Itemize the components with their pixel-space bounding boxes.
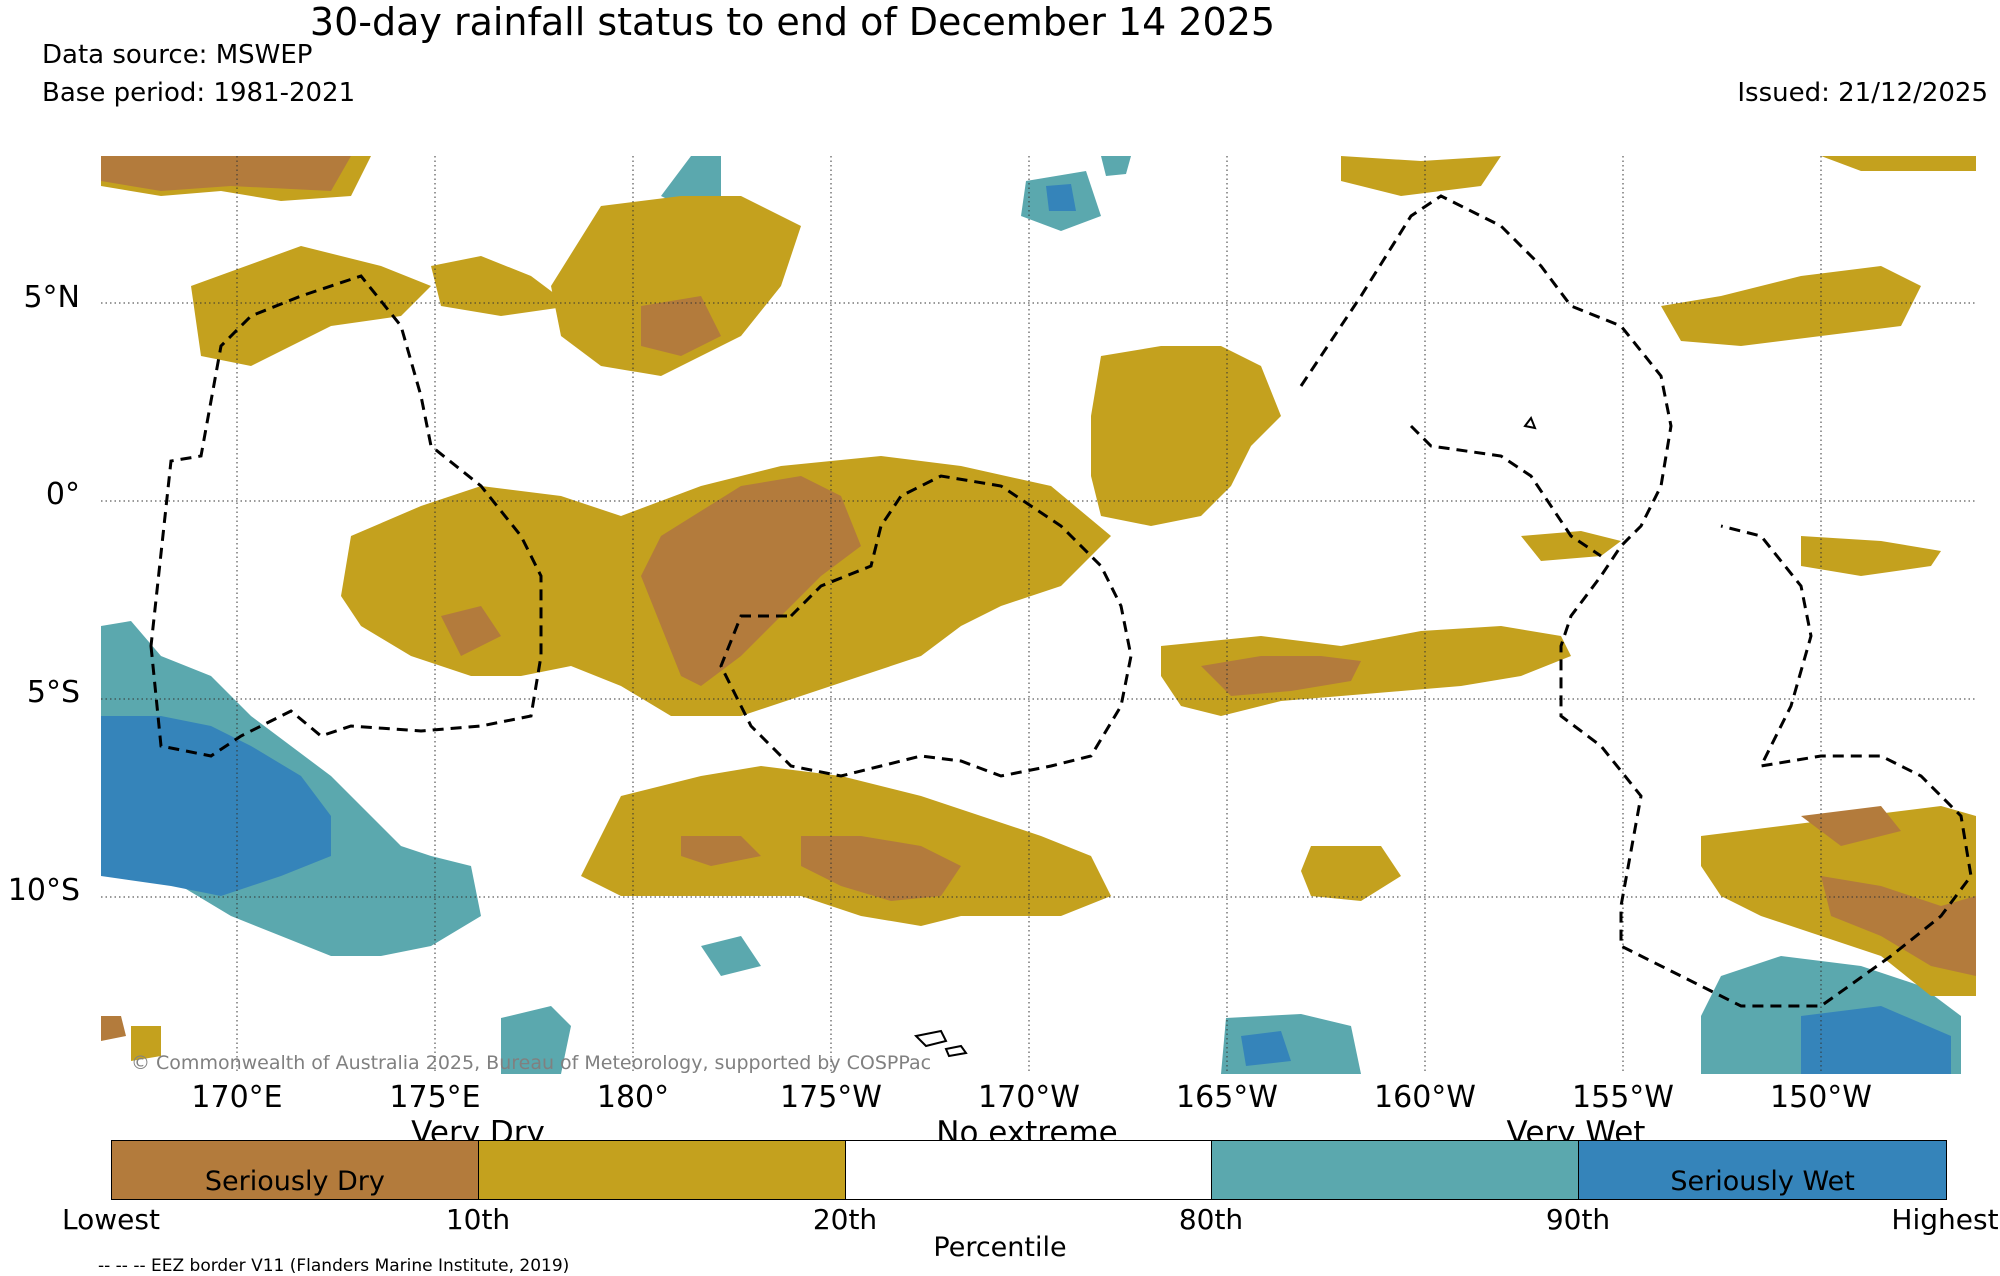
data-source-label: Data source: MSWEP bbox=[42, 40, 313, 70]
seriously-dry-region bbox=[1201, 656, 1361, 696]
lon-label-175e: 175°E bbox=[389, 1080, 481, 1115]
copyright-note: © Commonwealth of Australia 2025, Bureau… bbox=[131, 1052, 932, 1074]
dry-region bbox=[1341, 156, 1501, 196]
seriously-dry-region bbox=[641, 296, 721, 356]
wet-region bbox=[1101, 156, 1131, 176]
seriously-dry-region bbox=[1801, 806, 1901, 846]
seriously-dry-region bbox=[641, 476, 861, 686]
lat-label-10s: 10°S bbox=[7, 873, 80, 908]
island-outlines bbox=[913, 415, 1537, 1058]
colorbar-seriously-wet-label: Seriously Wet bbox=[1670, 1166, 1855, 1197]
seriously-dry-region bbox=[101, 156, 351, 191]
colorbar-segment-seriously-dry: Seriously Dry bbox=[112, 1141, 479, 1199]
wet-region bbox=[661, 156, 721, 206]
lon-label-160w: 160°W bbox=[1374, 1080, 1476, 1115]
lon-label-170e: 170°E bbox=[191, 1080, 283, 1115]
seriously-dry-region bbox=[441, 606, 501, 656]
tick-20th: 20th bbox=[812, 1203, 878, 1236]
lon-label-150w: 150°W bbox=[1770, 1080, 1872, 1115]
map-title: 30-day rainfall status to end of Decembe… bbox=[309, 0, 1276, 44]
seriously-dry-region bbox=[101, 1016, 126, 1041]
colorbar-segment-seriously-wet: Seriously Wet bbox=[1579, 1141, 1946, 1199]
wet-region bbox=[501, 1006, 571, 1074]
wet-region bbox=[701, 936, 761, 976]
dry-region bbox=[431, 256, 571, 316]
colorbar-segment-very-dry bbox=[478, 1141, 846, 1199]
seriously-wet-region bbox=[1241, 1031, 1291, 1066]
graticule bbox=[101, 156, 1976, 1074]
seriously-wet-region bbox=[101, 716, 331, 896]
seriously-wet-region bbox=[1801, 1006, 1951, 1074]
dry-region bbox=[551, 196, 801, 376]
dry-region bbox=[1661, 266, 1921, 346]
seriously-wet-region bbox=[1046, 184, 1076, 211]
lon-label-170w: 170°W bbox=[978, 1080, 1080, 1115]
lon-label-175w: 175°W bbox=[780, 1080, 882, 1115]
lon-label-165w: 165°W bbox=[1176, 1080, 1278, 1115]
colorbar-seriously-dry-label: Seriously Dry bbox=[204, 1166, 385, 1197]
colorbar-segment-no-extreme bbox=[845, 1141, 1213, 1199]
lon-label-155w: 155°W bbox=[1572, 1080, 1674, 1115]
base-period-label: Base period: 1981-2021 bbox=[42, 78, 356, 108]
lat-label-5s: 5°S bbox=[26, 675, 80, 710]
seriously-dry-region bbox=[681, 836, 761, 866]
eez-note: -- -- -- EEZ border V11 (Flanders Marine… bbox=[98, 1256, 570, 1276]
dry-region bbox=[191, 246, 431, 366]
dry-region bbox=[1161, 626, 1571, 716]
lon-label-180: 180° bbox=[596, 1080, 670, 1115]
dry-region bbox=[1821, 156, 1976, 171]
wet-region bbox=[1221, 1014, 1361, 1074]
dry-region bbox=[1801, 536, 1941, 576]
rainfall-map: © Commonwealth of Australia 2025, Bureau… bbox=[101, 156, 1976, 1074]
lat-label-0: 0° bbox=[45, 477, 80, 512]
map-canvas bbox=[101, 156, 1976, 1074]
dry-region bbox=[1301, 846, 1401, 901]
tick-90th: 90th bbox=[1545, 1203, 1611, 1236]
dry-region bbox=[1091, 346, 1281, 526]
eez-border bbox=[149, 194, 1973, 1008]
colorbar-segment-very-wet bbox=[1212, 1141, 1580, 1199]
percentile-axis-label: Percentile bbox=[933, 1232, 1067, 1263]
seriously-dry-region bbox=[1821, 876, 1976, 976]
tick-10th: 10th bbox=[445, 1203, 511, 1236]
issued-date-label: Issued: 21/12/2025 bbox=[1737, 78, 1988, 108]
tick-80th: 80th bbox=[1178, 1203, 1244, 1236]
tick-lowest: Lowest bbox=[62, 1203, 160, 1236]
percentile-colorbar: Seriously Dry Seriously Wet bbox=[111, 1140, 1947, 1200]
dry-region bbox=[131, 1026, 161, 1061]
tick-highest: Highest bbox=[1891, 1203, 1999, 1236]
lat-label-5n: 5°N bbox=[23, 280, 80, 315]
seriously-dry-region bbox=[801, 836, 961, 901]
